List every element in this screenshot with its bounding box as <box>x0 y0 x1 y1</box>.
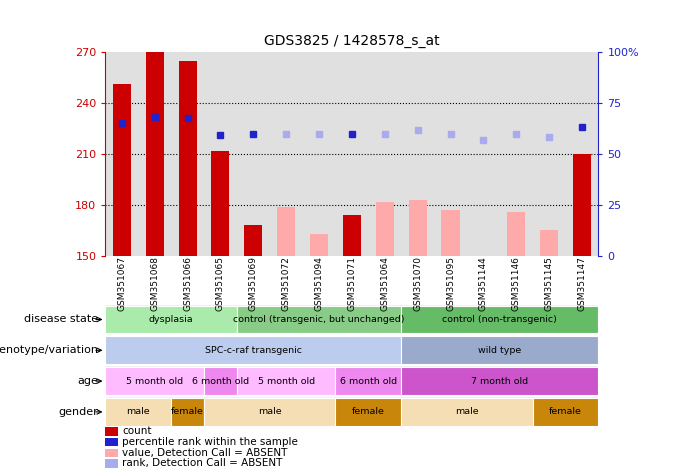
Bar <box>237 367 335 395</box>
Bar <box>401 367 598 395</box>
Bar <box>105 367 204 395</box>
Bar <box>105 306 237 333</box>
Bar <box>401 398 532 426</box>
Text: disease state: disease state <box>24 314 99 325</box>
Bar <box>573 154 591 256</box>
Text: 6 month old: 6 month old <box>340 377 397 385</box>
Text: GSM351145: GSM351145 <box>545 256 554 311</box>
Text: GSM351071: GSM351071 <box>347 256 356 311</box>
Bar <box>204 398 335 426</box>
Bar <box>146 52 164 256</box>
Bar <box>204 367 237 395</box>
Text: dysplasia: dysplasia <box>149 315 193 324</box>
Bar <box>441 210 460 256</box>
Text: wild type: wild type <box>478 346 522 355</box>
Text: 5 month old: 5 month old <box>258 377 315 385</box>
Bar <box>343 215 361 256</box>
Text: GSM351095: GSM351095 <box>446 256 455 311</box>
Text: male: male <box>126 408 150 416</box>
Title: GDS3825 / 1428578_s_at: GDS3825 / 1428578_s_at <box>264 34 440 48</box>
Text: 5 month old: 5 month old <box>126 377 184 385</box>
Text: GSM351146: GSM351146 <box>512 256 521 311</box>
Text: age: age <box>78 376 99 386</box>
Text: female: female <box>171 408 204 416</box>
Text: SPC-c-raf transgenic: SPC-c-raf transgenic <box>205 346 302 355</box>
Bar <box>179 61 197 256</box>
Text: GSM351094: GSM351094 <box>315 256 324 311</box>
Text: GSM351147: GSM351147 <box>577 256 586 311</box>
Text: GSM351070: GSM351070 <box>413 256 422 311</box>
Text: female: female <box>549 408 582 416</box>
Text: female: female <box>352 408 385 416</box>
Text: GSM351069: GSM351069 <box>249 256 258 311</box>
Text: gender: gender <box>59 407 99 417</box>
Bar <box>105 398 171 426</box>
Bar <box>211 151 229 256</box>
Bar <box>507 212 525 256</box>
Bar <box>335 367 401 395</box>
Bar <box>335 398 401 426</box>
Text: 7 month old: 7 month old <box>471 377 528 385</box>
Bar <box>376 201 394 256</box>
Text: GSM351064: GSM351064 <box>380 256 389 311</box>
Bar <box>532 398 598 426</box>
Bar <box>105 337 401 364</box>
Text: GSM351072: GSM351072 <box>282 256 290 311</box>
Text: percentile rank within the sample: percentile rank within the sample <box>122 437 299 447</box>
Text: count: count <box>122 427 152 437</box>
Bar <box>244 226 262 256</box>
Bar <box>401 337 598 364</box>
Text: male: male <box>258 408 282 416</box>
Bar <box>401 306 598 333</box>
Bar <box>237 306 401 333</box>
Text: male: male <box>455 408 479 416</box>
Text: genotype/variation: genotype/variation <box>0 345 99 356</box>
Text: GSM351067: GSM351067 <box>118 256 126 311</box>
Text: GSM351066: GSM351066 <box>183 256 192 311</box>
Text: GSM351144: GSM351144 <box>479 256 488 311</box>
Text: control (transgenic, but unchanged): control (transgenic, but unchanged) <box>233 315 405 324</box>
Bar <box>409 200 426 256</box>
Text: value, Detection Call = ABSENT: value, Detection Call = ABSENT <box>122 448 288 458</box>
Bar <box>113 84 131 256</box>
Text: GSM351065: GSM351065 <box>216 256 225 311</box>
Bar <box>540 230 558 256</box>
Bar <box>310 234 328 256</box>
Bar <box>277 207 295 256</box>
Text: control (non-transgenic): control (non-transgenic) <box>443 315 557 324</box>
Text: rank, Detection Call = ABSENT: rank, Detection Call = ABSENT <box>122 458 283 468</box>
Text: GSM351068: GSM351068 <box>150 256 159 311</box>
Bar <box>171 398 204 426</box>
Text: 6 month old: 6 month old <box>192 377 249 385</box>
